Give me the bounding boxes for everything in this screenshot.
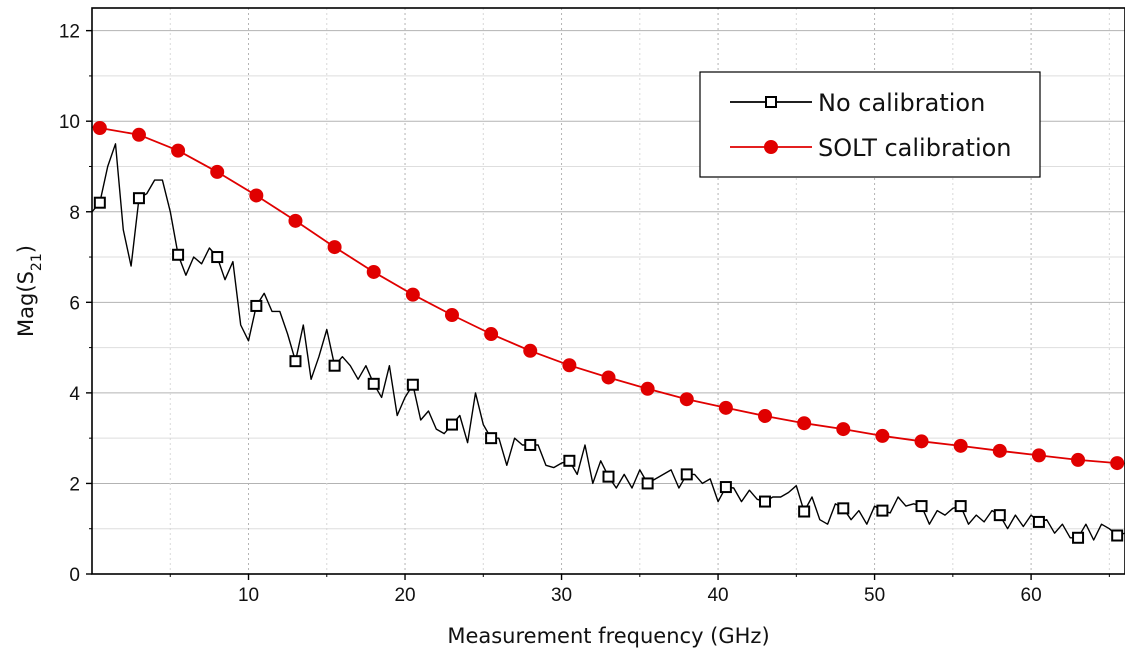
x-tick-label: 40 xyxy=(707,585,728,606)
data-point-circle xyxy=(327,240,342,255)
data-point-square xyxy=(367,377,380,390)
series-no-calibration xyxy=(91,143,1125,544)
data-point-circle xyxy=(914,434,929,449)
y-axis-title-subscript: 21 xyxy=(29,253,45,271)
data-point-square xyxy=(250,299,263,312)
series-solt-calibration xyxy=(91,120,1125,471)
data-point-circle xyxy=(836,422,851,437)
y-axis-title-close: ) xyxy=(14,245,38,253)
data-point-square xyxy=(765,96,777,108)
y-tick-label: 10 xyxy=(59,112,80,133)
plot-frame xyxy=(91,7,1125,575)
legend-box xyxy=(699,71,1041,178)
data-point-circle xyxy=(405,287,420,302)
data-point-circle xyxy=(758,408,773,423)
x-tick-label: 20 xyxy=(394,585,415,606)
data-point-circle xyxy=(953,438,968,453)
x-tick-label: 30 xyxy=(551,585,572,606)
data-point-circle xyxy=(1031,448,1046,463)
data-point-circle xyxy=(171,143,186,158)
data-point-square xyxy=(1072,531,1085,544)
data-point-circle xyxy=(764,140,778,154)
data-point-circle xyxy=(131,127,146,142)
data-point-circle xyxy=(484,327,499,342)
data-point-square xyxy=(211,251,224,264)
data-point-circle xyxy=(523,343,538,358)
x-tick-label: 50 xyxy=(864,585,885,606)
data-point-square xyxy=(524,438,537,451)
data-point-square xyxy=(406,378,419,391)
data-point-square xyxy=(289,355,302,368)
grid xyxy=(92,8,1125,574)
data-point-square xyxy=(445,418,458,431)
data-point-square xyxy=(915,500,928,513)
y-axis-title: Mag(S21) xyxy=(14,245,45,337)
legend-item: SOLT calibration xyxy=(730,134,1012,162)
y-axis-title-main: Mag(S xyxy=(14,271,38,337)
x-tick-label: 60 xyxy=(1021,585,1042,606)
data-point-square xyxy=(759,495,772,508)
y-tick-label: 12 xyxy=(59,22,80,43)
data-point-square xyxy=(993,509,1006,522)
data-point-circle xyxy=(601,370,616,385)
y-tick-label: 6 xyxy=(69,293,80,314)
legend: No calibration SOLT calibration xyxy=(699,71,1041,178)
data-point-square xyxy=(680,468,693,481)
data-point-circle xyxy=(210,164,225,179)
data-point-square xyxy=(328,359,341,372)
data-point-square xyxy=(1032,515,1045,528)
data-point-circle xyxy=(875,428,890,443)
x-tick-label: 10 xyxy=(238,585,259,606)
data-point-square xyxy=(719,481,732,494)
y-tick-label: 0 xyxy=(69,565,80,586)
data-point-square xyxy=(798,505,811,518)
legend-item: No calibration xyxy=(730,89,985,117)
data-point-square xyxy=(876,504,889,517)
plot-area xyxy=(91,120,1125,544)
x-axis-title: Measurement frequency (GHz) xyxy=(447,624,769,648)
legend-label: No calibration xyxy=(818,89,985,117)
data-point-square xyxy=(172,248,185,261)
data-point-square xyxy=(563,454,576,467)
y-tick-label: 8 xyxy=(69,203,80,224)
data-point-square xyxy=(954,500,967,513)
data-point-square xyxy=(1111,529,1124,542)
axis-ticks: 0 2 4 6 8 10 12 10 20 30 40 50 60 xyxy=(59,22,1110,606)
data-point-circle xyxy=(92,120,107,135)
data-point-circle xyxy=(640,381,655,396)
data-point-circle xyxy=(797,416,812,431)
y-tick-label: 4 xyxy=(69,384,80,405)
data-point-circle xyxy=(249,188,264,203)
data-point-square xyxy=(132,192,145,205)
data-point-circle xyxy=(1110,456,1125,471)
data-point-circle xyxy=(679,392,694,407)
data-point-square xyxy=(93,196,106,209)
data-point-circle xyxy=(718,400,733,415)
data-point-square xyxy=(602,470,615,483)
data-point-circle xyxy=(288,213,303,228)
y-tick-label: 2 xyxy=(69,474,80,495)
legend-label: SOLT calibration xyxy=(818,134,1012,162)
data-point-circle xyxy=(1071,452,1086,467)
data-point-square xyxy=(485,432,498,445)
data-point-circle xyxy=(562,358,577,373)
data-point-square xyxy=(641,477,654,490)
data-point-circle xyxy=(366,264,381,279)
data-point-circle xyxy=(992,443,1007,458)
data-point-circle xyxy=(444,307,459,322)
data-point-square xyxy=(837,502,850,515)
